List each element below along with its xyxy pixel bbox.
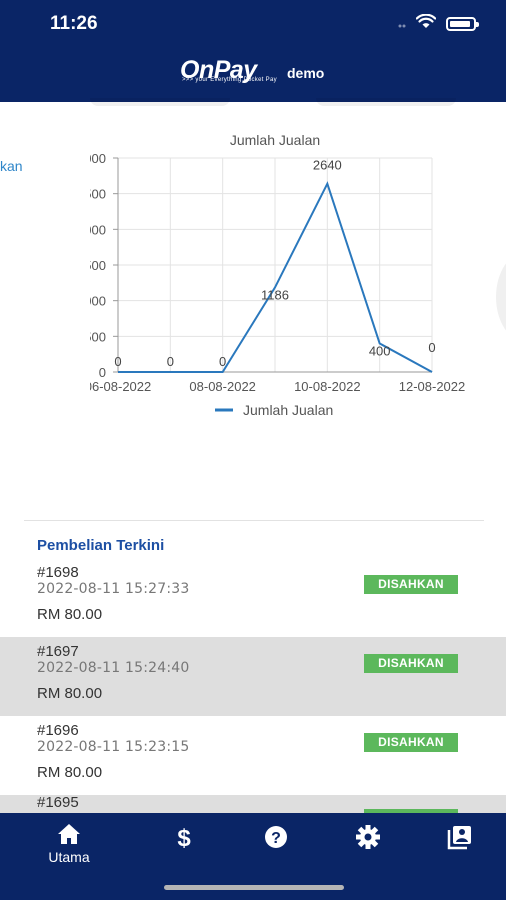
status-badge: DISAHKAN [364, 654, 458, 673]
gallery-icon [430, 823, 490, 850]
data-label: 0 [428, 340, 435, 355]
y-tick-label: 3000 [90, 151, 106, 166]
transaction-row[interactable]: #1698 2022-08-11 15:27:33 RM 80.00 DISAH… [0, 558, 506, 637]
chart-title: Jumlah Jualan [230, 132, 320, 148]
transaction-amount: RM 80.00 [37, 685, 103, 702]
carousel-peek-text[interactable]: kan [0, 158, 23, 174]
status-icons [398, 13, 479, 34]
x-tick-label: 12-08-2022 [399, 379, 466, 394]
transaction-amount: RM 80.00 [37, 606, 103, 623]
transaction-datetime: 2022-08-11 15:27:33 [37, 581, 190, 597]
legend-label: Jumlah Jualan [243, 402, 333, 418]
svg-text:?: ? [271, 830, 281, 847]
transaction-row[interactable]: #1696 2022-08-11 15:23:15 RM 80.00 DISAH… [0, 716, 506, 795]
data-label: 0 [114, 354, 121, 369]
data-label: 0 [219, 354, 226, 369]
status-badge [364, 809, 458, 814]
settings-icon [338, 823, 398, 849]
x-tick-label: 10-08-2022 [294, 379, 361, 394]
logo-tagline: >>> your Everything Pocket Pay [182, 77, 277, 83]
nav-item-home[interactable]: Utama [39, 823, 99, 865]
wifi-icon [415, 13, 437, 34]
merchant-name: demo [287, 65, 325, 81]
home-icon [39, 823, 99, 847]
nav-label-home: Utama [48, 849, 90, 865]
y-tick-label: 1500 [90, 258, 106, 273]
battery-icon [446, 17, 479, 31]
nav-item-payments[interactable]: $ [154, 823, 214, 852]
home-indicator[interactable] [164, 885, 344, 890]
series-line [118, 181, 433, 373]
card-shadow-left [90, 98, 230, 106]
x-tick-label: 06-08-2022 [90, 379, 151, 394]
status-badge: DISAHKAN [364, 733, 458, 752]
y-tick-label: 2500 [90, 187, 106, 202]
y-tick-label: 1000 [90, 294, 106, 309]
dollar-icon: $ [154, 823, 214, 852]
transaction-id: #1697 [37, 643, 79, 660]
y-tick-label: 0 [99, 365, 106, 380]
transaction-row[interactable]: #1697 2022-08-11 15:24:40 RM 80.00 DISAH… [0, 637, 506, 716]
recent-purchases-title: Pembelian Terkini [37, 537, 165, 554]
transaction-id: #1695 [37, 794, 79, 811]
nav-item-help[interactable]: ? [246, 823, 306, 848]
data-label: 400 [369, 343, 391, 358]
app-header: 11:26 OnPay >>> your Everything Pocket P… [0, 0, 506, 102]
help-icon: ? [246, 823, 306, 848]
transaction-id: #1696 [37, 722, 79, 739]
transaction-datetime: 2022-08-11 15:24:40 [37, 660, 190, 676]
nav-item-gallery[interactable] [430, 823, 490, 850]
nav-item-settings[interactable] [338, 823, 398, 849]
signal-icon [398, 15, 406, 33]
transaction-id: #1698 [37, 564, 79, 581]
transaction-amount: RM 80.00 [37, 764, 103, 781]
y-tick-label: 500 [90, 329, 106, 344]
data-label: 1186 [261, 287, 289, 302]
carousel-peek-card[interactable] [496, 252, 506, 342]
card-shadow-right [316, 98, 456, 106]
status-badge: DISAHKAN [364, 575, 458, 594]
onpay-logo: OnPay [180, 56, 257, 84]
svg-text:$: $ [177, 825, 191, 851]
transaction-datetime: 2022-08-11 15:23:15 [37, 739, 190, 755]
x-tick-label: 08-08-2022 [189, 379, 256, 394]
section-divider [24, 520, 484, 521]
data-label: 2640 [313, 158, 342, 173]
data-label: 0 [167, 354, 174, 369]
status-time: 11:26 [50, 13, 98, 34]
